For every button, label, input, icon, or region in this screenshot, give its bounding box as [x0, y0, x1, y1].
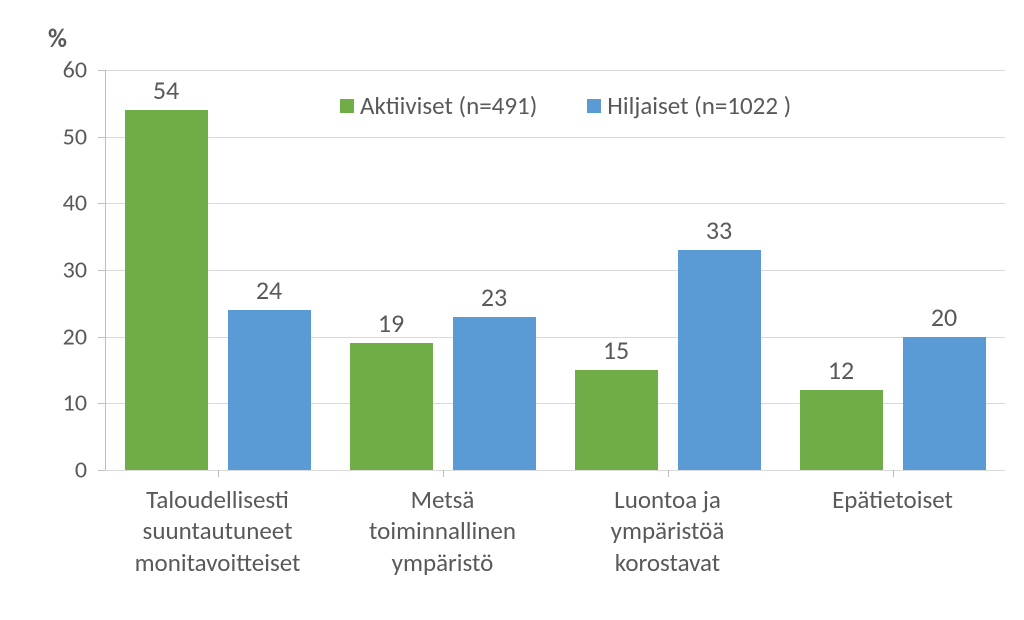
- y-tick-mark: [98, 337, 105, 338]
- plot-area: [105, 70, 1005, 470]
- gridline: [105, 270, 1005, 271]
- y-tick-mark: [98, 470, 105, 471]
- x-tick-mark: [443, 470, 444, 477]
- legend-label: Aktiiviset (n=491): [360, 90, 537, 121]
- x-tick-mark: [893, 470, 894, 477]
- gridline: [105, 137, 1005, 138]
- legend-item: Hiljaiset (n=1022 ): [587, 90, 791, 121]
- x-tick-label: Luontoa ja ympäristöä korostavat: [611, 484, 725, 578]
- x-tick-label: Metsä toiminnallinen ympäristö: [369, 484, 516, 578]
- y-tick-label: 50: [37, 122, 87, 151]
- y-tick-mark: [98, 403, 105, 404]
- bar-value-label: 33: [706, 214, 732, 246]
- y-tick-label: 10: [37, 389, 87, 418]
- y-tick-label: 0: [37, 456, 87, 485]
- bar: [228, 310, 311, 470]
- legend-swatch-0: [340, 99, 354, 113]
- bar: [125, 110, 208, 470]
- bar: [800, 390, 883, 470]
- bar-value-label: 24: [256, 274, 282, 306]
- y-tick-mark: [98, 70, 105, 71]
- y-tick-mark: [98, 203, 105, 204]
- bar: [678, 250, 761, 470]
- bar-value-label: 15: [603, 334, 629, 366]
- y-tick-label: 30: [37, 256, 87, 285]
- bar-chart: % Aktiiviset (n=491) Hiljaiset (n=1022 )…: [20, 10, 1004, 610]
- bar-value-label: 23: [481, 281, 507, 313]
- legend-label: Hiljaiset (n=1022 ): [607, 90, 791, 121]
- y-axis-unit: %: [48, 22, 67, 54]
- y-tick-label: 60: [37, 56, 87, 85]
- x-tick-label: Taloudellisesti suuntautuneet monitavoit…: [135, 484, 301, 578]
- gridline: [105, 70, 1005, 71]
- y-tick-label: 20: [37, 322, 87, 351]
- x-tick-label: Epätietoiset: [832, 484, 953, 515]
- y-axis-line: [105, 70, 106, 470]
- bar: [453, 317, 536, 470]
- gridline: [105, 203, 1005, 204]
- bar-value-label: 19: [378, 307, 404, 339]
- legend-item: Aktiiviset (n=491): [340, 90, 537, 121]
- bar-value-label: 20: [931, 301, 957, 333]
- legend: Aktiiviset (n=491) Hiljaiset (n=1022 ): [340, 90, 791, 121]
- bar-value-label: 54: [153, 74, 179, 106]
- bar-value-label: 12: [828, 354, 854, 386]
- bar: [575, 370, 658, 470]
- bar: [350, 343, 433, 470]
- legend-swatch-1: [587, 99, 601, 113]
- x-tick-mark: [218, 470, 219, 477]
- y-tick-label: 40: [37, 189, 87, 218]
- bar: [903, 337, 986, 470]
- x-tick-mark: [668, 470, 669, 477]
- y-tick-mark: [98, 270, 105, 271]
- gridline: [105, 470, 1005, 471]
- y-tick-mark: [98, 137, 105, 138]
